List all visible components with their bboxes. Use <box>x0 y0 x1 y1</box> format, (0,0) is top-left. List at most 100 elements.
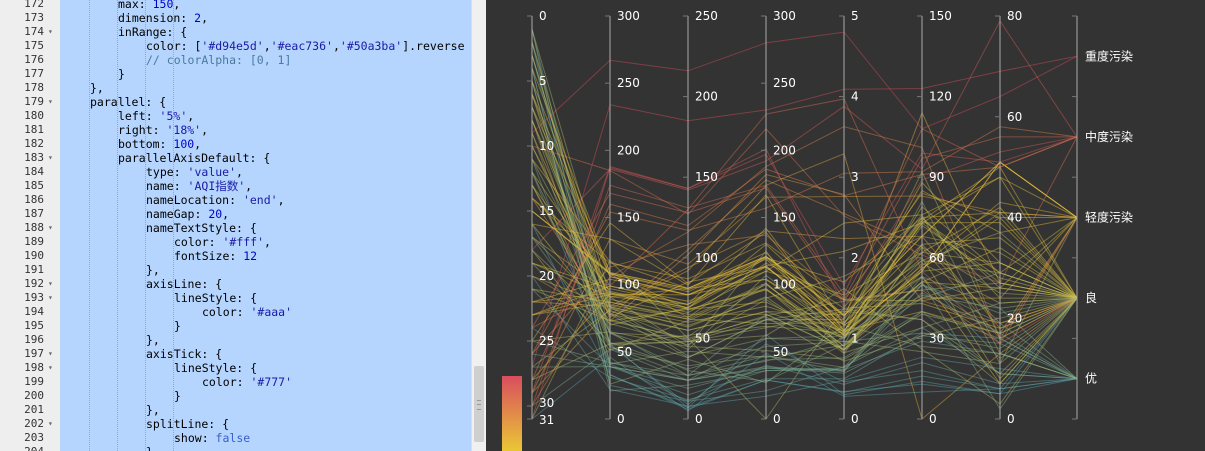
fold-arrow-icon[interactable]: ▾ <box>48 153 53 162</box>
series-line <box>531 224 1078 340</box>
code-line: max: 150, <box>118 0 180 11</box>
code-token: 'AQI指数' <box>187 179 246 193</box>
tick-label: 150 <box>695 170 718 184</box>
fold-arrow-icon[interactable]: ▾ <box>48 349 53 358</box>
code-token: , <box>187 109 195 123</box>
code-token: } <box>146 445 153 451</box>
tick-label: 5 <box>851 9 859 23</box>
tick-label: 300 <box>617 9 640 23</box>
fold-arrow-icon[interactable]: ▾ <box>48 363 53 372</box>
code-line: } <box>174 389 181 403</box>
code-token: // colorAlpha: [0, 1] <box>146 53 292 67</box>
series-line <box>531 223 1078 410</box>
series-line <box>531 255 1078 329</box>
line-number: 178 <box>24 81 44 94</box>
code-token: , <box>194 137 202 151</box>
fold-arrow-icon[interactable]: ▾ <box>48 97 53 106</box>
code-line: parallelAxisDefault: { <box>118 151 270 165</box>
fold-arrow-icon[interactable]: ▾ <box>48 223 53 232</box>
series-line <box>531 54 1078 332</box>
series-line <box>531 98 1078 345</box>
code-line: axisTick: { <box>146 347 222 361</box>
series-line <box>531 54 1078 385</box>
series-line <box>531 145 1077 339</box>
tick-label: 0 <box>695 412 703 426</box>
code-token: 150 <box>152 0 174 11</box>
code-token: 2 <box>194 11 202 25</box>
code-line: right: '18%', <box>118 123 208 137</box>
line-number: 179 <box>24 95 44 108</box>
tick-label: 30 <box>929 331 944 345</box>
line-number: 192 <box>24 277 44 290</box>
code-token: parallelAxisDefault: { <box>118 151 271 165</box>
fold-arrow-icon[interactable]: ▾ <box>48 279 53 288</box>
code-token: dimension: <box>118 11 195 25</box>
code-token: color: <box>202 375 251 389</box>
series-line <box>531 128 1078 284</box>
code-token: nameLocation: <box>146 193 243 207</box>
code-token: '#eac736' <box>270 39 333 53</box>
code-text-area[interactable]: max: 150, dimension: 2, inRange: {color: [… <box>60 0 471 451</box>
chart-preview: 0 5 10 15 20 25 30 31 0 50 100 150 200 250 300 0 50 100 15… <box>486 0 1205 451</box>
series-line <box>531 119 1078 346</box>
fold-arrow-icon[interactable]: ▾ <box>48 419 53 428</box>
series-line <box>531 67 1078 409</box>
series-line <box>531 292 1078 381</box>
tick-label: 250 <box>695 9 718 23</box>
code-line: lineStyle: { <box>174 291 257 305</box>
code-token: axisLine: { <box>146 277 223 291</box>
series-line <box>531 189 1078 315</box>
code-editor[interactable]: 172 173 174 ▾ 175 176 177 178 179 ▾ 180 181 182 183 ▾ 1… <box>0 0 486 451</box>
tick-label: 2 <box>851 251 859 265</box>
indent-guide <box>117 0 118 451</box>
tick-label: 200 <box>695 90 718 104</box>
series-line <box>531 80 1078 380</box>
series-line <box>531 206 1078 381</box>
tick-label: 300 <box>773 9 796 23</box>
series-line <box>531 106 1078 334</box>
line-number: 173 <box>24 11 44 24</box>
line-number-gutter: 172 173 174 ▾ 175 176 177 178 179 ▾ 180 181 182 183 ▾ 1… <box>0 0 60 451</box>
series-line <box>531 210 1078 340</box>
fold-arrow-icon[interactable]: ▾ <box>48 27 53 36</box>
code-line: axisLine: { <box>146 277 222 291</box>
series-line <box>531 136 1078 420</box>
series-line <box>531 217 1078 342</box>
fold-arrow-icon[interactable]: ▾ <box>48 293 53 302</box>
series-line <box>531 288 1078 396</box>
code-token: }, <box>146 263 160 277</box>
tick-label: 100 <box>773 278 796 292</box>
series-line <box>531 136 1077 329</box>
code-line: parallel: { <box>90 95 166 109</box>
series-line <box>531 93 1078 345</box>
tick-label: 120 <box>929 90 952 104</box>
editor-scrollbar[interactable] <box>471 0 486 451</box>
tick-label: 25 <box>539 334 554 348</box>
series-line <box>531 67 1078 392</box>
code-line: bottom: 100, <box>118 137 201 151</box>
line-number: 180 <box>24 109 44 122</box>
series-line <box>531 54 1078 409</box>
series-line <box>531 128 1078 407</box>
series-line <box>531 119 1078 331</box>
tick-label: 90 <box>929 170 944 184</box>
tick-label: 250 <box>617 76 640 90</box>
series-line <box>531 55 1078 368</box>
category-label: 轻度污染 <box>1085 210 1133 225</box>
code-token: axisTick: { <box>146 347 223 361</box>
line-number: 190 <box>24 249 44 262</box>
code-token: , <box>277 193 285 207</box>
series-line <box>531 246 1078 351</box>
category-label: 优 <box>1085 372 1097 386</box>
series-line <box>531 28 1078 385</box>
code-line: lineStyle: { <box>174 361 257 375</box>
series-line <box>531 111 1078 321</box>
tick-label: 20 <box>539 269 554 283</box>
series-line <box>531 80 1078 381</box>
code-line: fontSize: 12 <box>174 249 257 263</box>
scrollbar-thumb[interactable] <box>474 366 484 442</box>
series-line <box>531 195 1078 394</box>
code-token: , <box>332 39 340 53</box>
tick-label: 0 <box>773 412 781 426</box>
